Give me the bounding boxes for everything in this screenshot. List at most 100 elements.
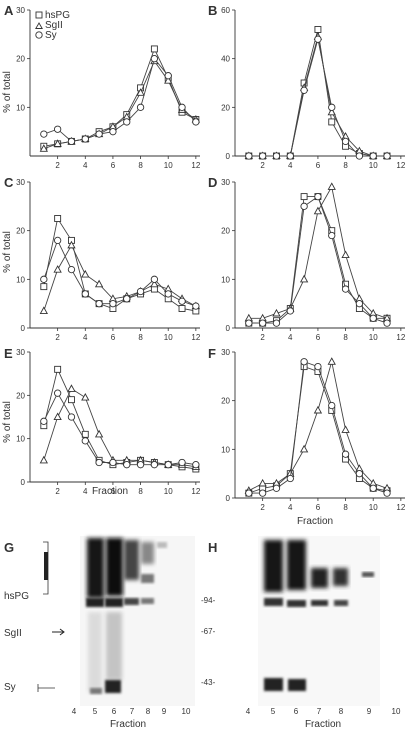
- data-point-sgii: [94, 279, 104, 288]
- gel-g-lane-label: 8: [146, 707, 151, 716]
- data-point-sy: [272, 484, 281, 492]
- data-point-sgii: [94, 429, 104, 438]
- data-point-sgii: [299, 274, 309, 283]
- series-line-hspg: [43, 367, 196, 470]
- gel-g-band: [124, 598, 139, 605]
- legend-label-sgii: SgII: [45, 20, 63, 31]
- data-point-sy: [314, 35, 322, 43]
- gel-g-lane-label: 9: [162, 707, 167, 716]
- data-point-sy: [164, 290, 172, 298]
- data-point-sy: [328, 401, 336, 410]
- y-tick-label: 20: [221, 397, 230, 406]
- data-point-sy: [109, 128, 117, 136]
- chart-panel-e: 0 10 20 30 2 4 6 8 10 12: [16, 348, 201, 496]
- gel-g-smear: [141, 542, 154, 564]
- data-point-sy: [383, 319, 391, 327]
- data-point-sy: [258, 489, 267, 497]
- x-tick-label: 4: [288, 503, 293, 512]
- gel-g-band: [90, 688, 102, 694]
- y-tick-label: 30: [16, 348, 25, 357]
- gel-g-band: [157, 542, 167, 548]
- gel-g-lane-label: 6: [112, 707, 117, 716]
- series-line-hspg: [248, 29, 387, 157]
- data-point-sy: [383, 152, 391, 160]
- panel-letter-h: H: [208, 540, 217, 555]
- data-point-sgii: [67, 384, 76, 392]
- data-point-sy: [192, 302, 200, 310]
- data-point-sy: [81, 437, 89, 445]
- gel-g-lane-label: 4: [72, 707, 77, 716]
- data-point-sy: [95, 130, 103, 138]
- y-tick-label: 0: [226, 324, 231, 333]
- x-axis-label-e: Fraction: [92, 486, 128, 497]
- data-point-sy: [67, 413, 76, 421]
- gel-h-smear: [311, 568, 328, 588]
- panel-letter-g: G: [4, 540, 14, 555]
- y-tick-label: 20: [221, 227, 230, 236]
- x-tick-label: 12: [396, 161, 405, 170]
- data-point-sy: [355, 300, 364, 308]
- x-tick-label: 6: [316, 503, 321, 512]
- data-point-sy: [81, 135, 89, 143]
- chart-panel-b: 0 20 40 60 2 4 6 8 10 12: [221, 6, 406, 170]
- y-tick-label: 0: [226, 152, 231, 161]
- data-point-sgii: [81, 269, 90, 278]
- data-point-sy: [40, 275, 48, 283]
- data-point-sy: [355, 470, 364, 478]
- data-point-sgii: [136, 88, 145, 96]
- data-point-sy: [328, 231, 336, 240]
- data-point-sy: [314, 362, 322, 371]
- gel-g-smear: [106, 538, 123, 596]
- y-tick-label: 20: [16, 227, 25, 236]
- gel-g-smear: [87, 538, 104, 598]
- data-point-hspg: [54, 365, 62, 373]
- series-line-hspg: [248, 196, 387, 324]
- series-line-sy: [248, 361, 388, 494]
- data-point-sgii: [67, 240, 76, 249]
- gel-g-lane-label: 5: [93, 707, 98, 716]
- chart-panel-d: 0 10 20 30 2 4 6 8 10 12: [221, 178, 406, 342]
- data-point-sy: [53, 125, 62, 133]
- gel-g-sgii-arrow-icon: [52, 628, 65, 636]
- x-tick-label: 6: [111, 487, 116, 496]
- data-point-sgii: [299, 444, 309, 453]
- series-line-sy: [43, 239, 197, 307]
- y-tick-label: 10: [16, 275, 25, 284]
- x-tick-label: 2: [260, 161, 265, 170]
- gel-h-marker-43: -43-: [201, 678, 216, 687]
- series-line-sgii: [248, 36, 387, 157]
- data-point-hspg: [300, 193, 308, 201]
- gel-h-band: [288, 679, 306, 691]
- data-point-sy: [136, 461, 145, 469]
- legend-circle-marker: [35, 31, 43, 39]
- gel-h-marker-67: -67-: [201, 627, 216, 636]
- data-point-hspg: [328, 118, 336, 126]
- data-point-sgii: [327, 182, 336, 190]
- data-point-sgii: [53, 139, 62, 147]
- data-point-sy: [314, 192, 322, 201]
- gel-g-smear: [106, 612, 122, 680]
- x-tick-label: 4: [83, 333, 88, 342]
- data-point-sy: [95, 300, 103, 308]
- x-tick-label: 6: [111, 333, 116, 342]
- gel-h-lane-label: 6: [294, 707, 299, 716]
- y-tick-label: 0: [226, 494, 231, 503]
- gel-panel-h: -94- -67- -43- 4 5 6 7 8 9 10 Fraction: [201, 536, 401, 730]
- y-tick-label: 30: [16, 178, 25, 187]
- legend-label-sy: Sy: [45, 30, 57, 41]
- y-tick-label: 20: [16, 55, 25, 64]
- x-tick-label: 12: [191, 161, 200, 170]
- x-tick-label: 10: [369, 161, 378, 170]
- x-tick-label: 10: [369, 333, 378, 342]
- data-point-sgii: [341, 250, 350, 259]
- y-tick-label: 0: [21, 324, 26, 333]
- data-point-sy: [258, 319, 267, 327]
- y-tick-label: 0: [21, 478, 26, 487]
- data-point-sy: [286, 307, 294, 315]
- gel-h-lane-label: 10: [392, 707, 401, 716]
- y-tick-label: 40: [221, 55, 230, 64]
- gel-g-smear: [124, 540, 139, 580]
- x-tick-label: 6: [316, 333, 321, 342]
- series-line-sgii: [43, 60, 197, 150]
